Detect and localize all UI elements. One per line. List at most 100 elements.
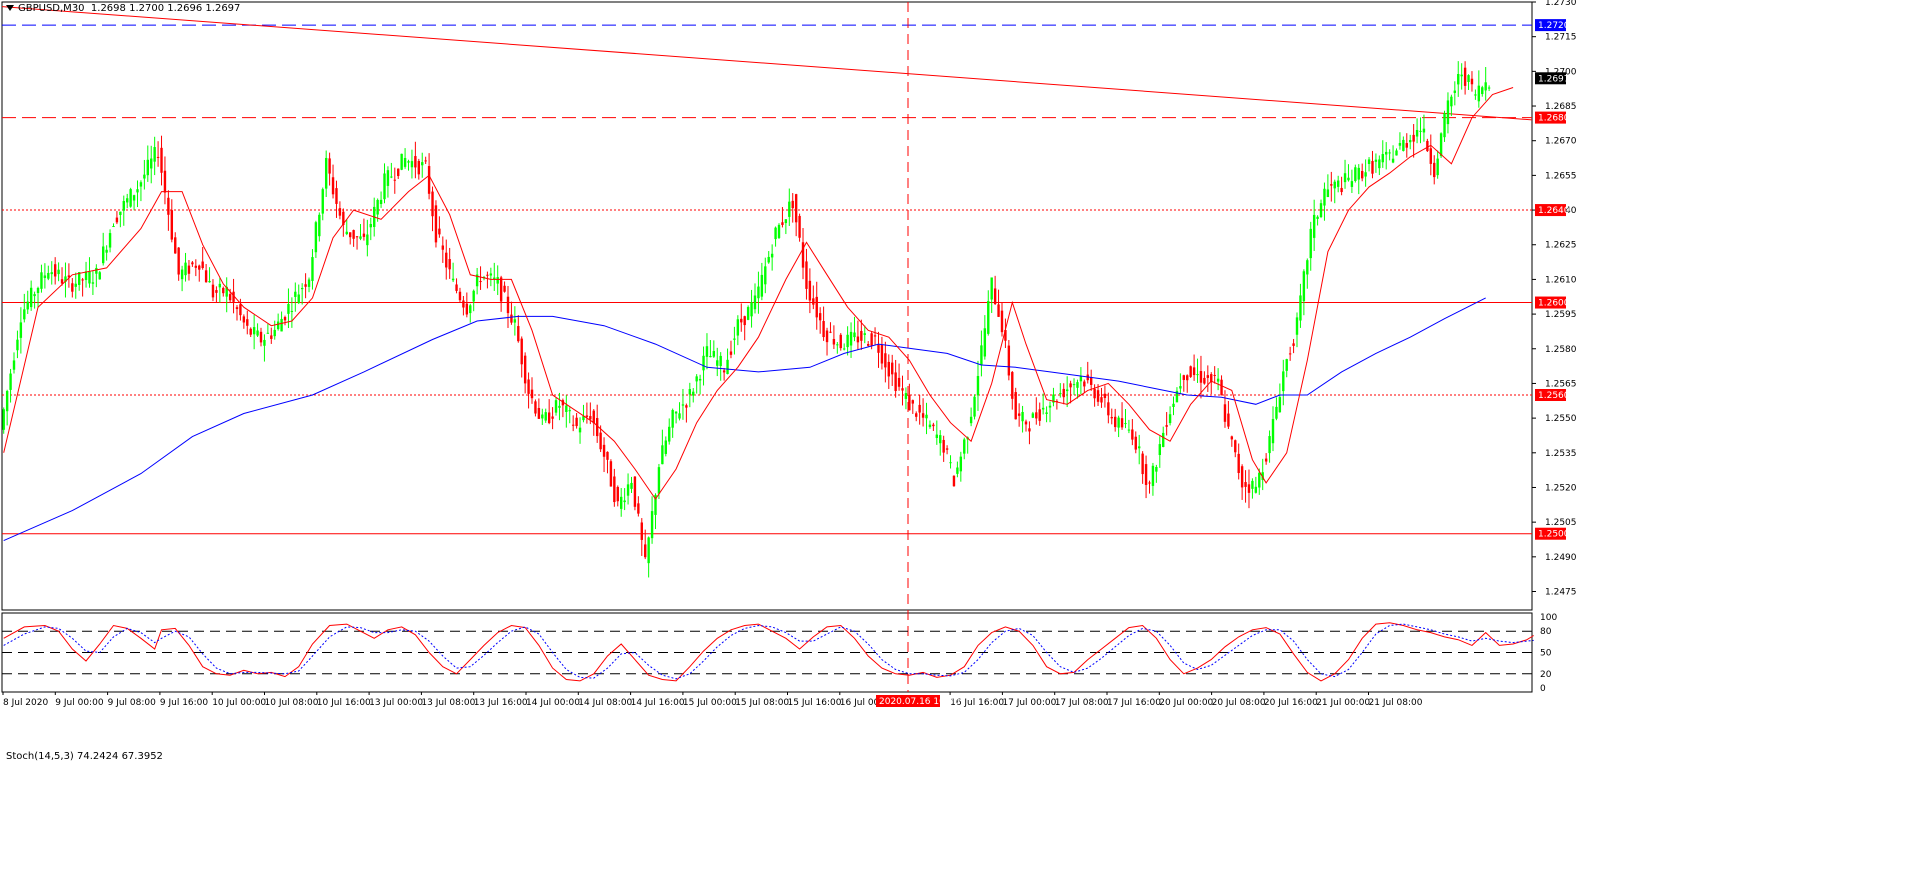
candle-body [1450, 96, 1453, 107]
candle-body [403, 157, 407, 167]
candle-body [1223, 404, 1227, 422]
x-tick-label: 13 Jul 16:00 [474, 698, 528, 708]
candle-body [1275, 406, 1278, 419]
candle-body [338, 208, 342, 216]
candle-body [753, 295, 757, 310]
ohlc-values: 1.2698 1.2700 1.2696 1.2697 [90, 3, 241, 14]
candle-body [637, 503, 640, 514]
stoch-y-tick-label: 0 [1540, 684, 1546, 694]
candle-body [132, 195, 136, 201]
candle-body [959, 456, 963, 472]
candle-body [599, 432, 602, 450]
candle-body [836, 344, 839, 346]
y-tick-label: 1.2655 [1545, 171, 1577, 181]
candle-body [431, 191, 434, 217]
candle-body [60, 279, 64, 284]
candle-body [64, 276, 67, 282]
candle-body [1340, 187, 1343, 193]
y-tick-label: 1.2520 [1545, 483, 1577, 493]
candle-body [1323, 188, 1326, 206]
candle-body [860, 330, 863, 341]
candle-body [1192, 367, 1196, 376]
x-tick-label: 16 Jul 00:00 [840, 698, 894, 708]
candle-body [390, 176, 393, 178]
candle-body [1357, 167, 1360, 180]
candle-body [990, 277, 993, 300]
candle-body [1186, 375, 1189, 381]
candle-body [503, 285, 506, 292]
candle-body [1107, 402, 1110, 416]
x-tick-label: 20 Jul 08:00 [1212, 698, 1266, 708]
candle-body [424, 160, 427, 162]
candle-body [297, 294, 300, 304]
candle-body [932, 424, 935, 427]
candle-body [441, 245, 445, 250]
x-tick-label: 10 Jul 16:00 [317, 698, 371, 708]
candle-body [119, 211, 122, 215]
x-tick-label: 10 Jul 08:00 [265, 698, 319, 708]
candle-body [362, 233, 366, 237]
candle-body [952, 475, 956, 487]
candle-body [108, 233, 112, 248]
candle-body [712, 351, 716, 357]
candle-body [287, 304, 290, 314]
candle-body [863, 333, 866, 335]
candle-body [585, 415, 589, 417]
candle-body [798, 215, 801, 238]
candle-body [1299, 295, 1302, 321]
candle-body [575, 417, 578, 427]
candle-body [1038, 409, 1041, 421]
level-price-label: 1.2560 [1538, 391, 1570, 401]
stoch-y-tick-label: 20 [1540, 670, 1552, 680]
candle-body [1052, 394, 1055, 403]
candle-body [1343, 173, 1347, 183]
level-price-box [1535, 527, 1566, 540]
candle-body [791, 200, 794, 209]
candle-body [705, 346, 709, 357]
candle-body [77, 272, 81, 285]
candle-body [33, 294, 36, 297]
candle-body [1470, 78, 1474, 85]
candle-body [1292, 343, 1295, 346]
candle-body [973, 396, 976, 417]
candle-body [1041, 407, 1045, 410]
candle-body [1168, 414, 1172, 424]
candle-body [1374, 159, 1378, 162]
candle-body [215, 290, 218, 293]
candle-body [1354, 167, 1357, 181]
candle-body [1477, 85, 1481, 102]
candle-body [1240, 466, 1244, 488]
candle-body [616, 487, 619, 502]
candle-body [307, 279, 311, 287]
candle-body [1350, 181, 1354, 187]
candle-body [143, 174, 146, 179]
chart-header: GBPUSD,M30 1.2698 1.2700 1.2696 1.2697 [6, 3, 240, 14]
candle-body [685, 405, 688, 408]
candle-body [743, 316, 746, 326]
candle-body [393, 179, 396, 181]
candle-body [1395, 150, 1398, 156]
candle-body [81, 279, 84, 281]
candle-body [270, 335, 273, 339]
candle-body [167, 197, 170, 215]
candle-body [650, 511, 654, 539]
symbol-menu-icon[interactable] [6, 5, 14, 11]
candle-body [993, 288, 997, 305]
candle-body [880, 344, 884, 364]
candle-body [1282, 371, 1285, 392]
candle-body [1021, 411, 1024, 422]
candle-body [29, 287, 33, 308]
x-tick-label: 14 Jul 00:00 [526, 698, 580, 708]
candle-body [1333, 181, 1336, 189]
candle-body [657, 467, 661, 494]
candle-body [397, 168, 400, 177]
candle-body [856, 336, 860, 343]
candle-body [1179, 386, 1182, 389]
candle-body [12, 360, 16, 370]
candle-body [1065, 389, 1069, 392]
candle-body [208, 280, 211, 283]
candle-body [928, 424, 932, 428]
candle-body [722, 370, 726, 373]
